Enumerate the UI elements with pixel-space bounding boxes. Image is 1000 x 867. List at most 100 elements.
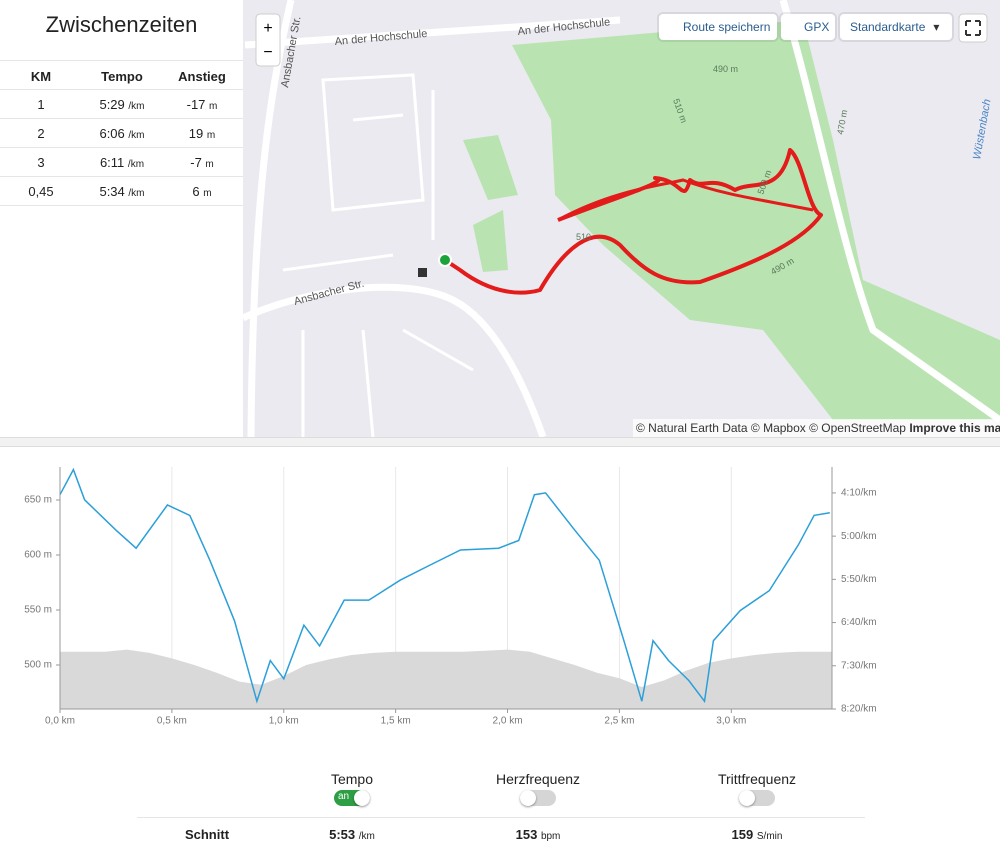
tempo-unit: /km [128,101,145,112]
contour-label: 490 m [713,64,738,74]
chart: 0,0 km 0,5 km 1,0 km 1,5 km 2,0 km 2,5 km 3,0 … [24,467,877,727]
fullscreen-icon [965,20,981,36]
climb-value: -17 [186,97,206,112]
column-header: KM [30,69,52,84]
toggle-label: Herzfrequenz [495,771,581,787]
average-unit: S/min [756,831,783,842]
toggle-knob [739,790,755,806]
y2-tick-label: 4:10/km [841,488,877,499]
x-tick-label: 1,5 km [381,716,411,727]
y2-tick-label: 5:00/km [841,531,877,542]
forest [512,20,1000,420]
toggle[interactable]: an [334,790,370,806]
tempo-value: 6:06 [99,126,125,141]
zoom-in[interactable]: + [263,20,272,37]
splits-title: Zwischenzeiten [45,12,198,37]
climb-unit: m [203,188,212,199]
fullscreen-button[interactable] [958,13,988,43]
attribution-text: © Natural Earth Data © Mapbox © OpenStre… [636,421,906,435]
x-tick-label: 2,5 km [604,716,634,727]
column-header: Tempo [101,69,143,84]
climb-unit: m [209,101,218,112]
x-tick-label: 0,5 km [157,716,187,727]
separator [137,817,865,818]
tempo-value: 5:34 [99,184,125,199]
contour-label: 470 m [835,109,849,135]
toggle[interactable] [520,790,556,806]
road [779,0,1000,423]
y-tick-label: 600 m [24,550,52,561]
road [244,16,621,49]
average-label: Schnitt [184,827,230,842]
average: 5:53 /km [272,827,432,842]
road [243,283,547,437]
button-label: Standardkarte [850,20,926,34]
average-unit: /km [358,831,375,842]
x-tick-label: 3,0 km [716,716,746,727]
split-km: 3 [37,155,45,170]
climb-unit: m [206,130,216,141]
x-tick-label: 1,0 km [269,716,299,727]
map[interactable]: An der Hochschule An der Hochschule Ansb… [243,0,1000,437]
tempo-value: 6:11 [99,155,125,170]
field [463,135,518,200]
map-style-button[interactable]: Standardkarte ▾ [840,14,952,40]
tempo-unit: /km [128,188,145,199]
toggle-state: an [338,791,350,802]
x-tick-label: 2,0 km [493,716,523,727]
button-label: GPX [804,20,830,34]
zoom-control [255,13,281,67]
finish-marker [418,268,427,277]
toggle-label: Trittfrequenz [717,771,797,787]
y-tick-label: 500 m [24,660,52,671]
start-marker [438,253,452,267]
average: 159 S/min [677,827,837,842]
resize-handle[interactable] [0,437,1000,447]
save-route-button[interactable]: Route speichern [659,14,777,40]
y2-tick-label: 7:30/km [841,660,877,671]
road [247,0,295,437]
streets [282,73,474,437]
split-climb: -17 m [162,97,242,112]
gpx-button[interactable]: GPX [781,14,835,40]
attribution-bar [633,419,1000,437]
average-value: 153 [515,827,538,842]
average-value: 159 [731,827,754,842]
toggle-knob [520,790,536,806]
chart-body: 0,0 km 0,5 km 1,0 km 1,5 km 2,0 km 2,5 km 3,0 … [24,467,877,727]
split-km: 2 [37,126,45,141]
button-label: Route speichern [683,20,771,34]
split-km: 1 [37,97,45,112]
street [282,73,474,437]
tempo-unit: /km [127,159,145,170]
column-header: Anstieg [178,69,226,84]
toggle-knob [354,790,370,806]
attribution: © Natural Earth Data © Mapbox © OpenStre… [636,421,1000,435]
average: 153 bpm [458,827,618,842]
tempo-value: 5:29 [99,97,125,112]
meadow [473,210,508,272]
zoom-out[interactable]: − [263,44,272,61]
y-tick-label: 650 m [24,495,52,506]
split-tempo: 6:06 /km [82,126,162,141]
contour-label: 510 [576,232,591,242]
x-tick-label: 0,0 km [45,716,75,727]
elevation-area [60,649,832,709]
y2-tick-label: 5:50/km [841,574,877,585]
roads [243,0,1000,437]
y2-tick-label: 6:40/km [841,617,877,628]
split-tempo: 5:29 /km [82,97,162,112]
toggle[interactable] [739,790,775,806]
route [443,148,823,295]
split-km: 0,45 [28,184,54,199]
average-unit: bpm [540,831,561,842]
improve-link[interactable]: Improve this map [909,421,1000,435]
split-row: 1 5:29 /km -17 m [0,89,243,119]
toggle-label: Tempo [330,771,374,787]
climb-unit: m [205,159,214,170]
climb-value: 6 [192,184,200,199]
pace-line [59,467,830,704]
y2-tick-label: 8:20/km [841,704,877,715]
split-tempo: 5:34 /km [82,184,162,199]
